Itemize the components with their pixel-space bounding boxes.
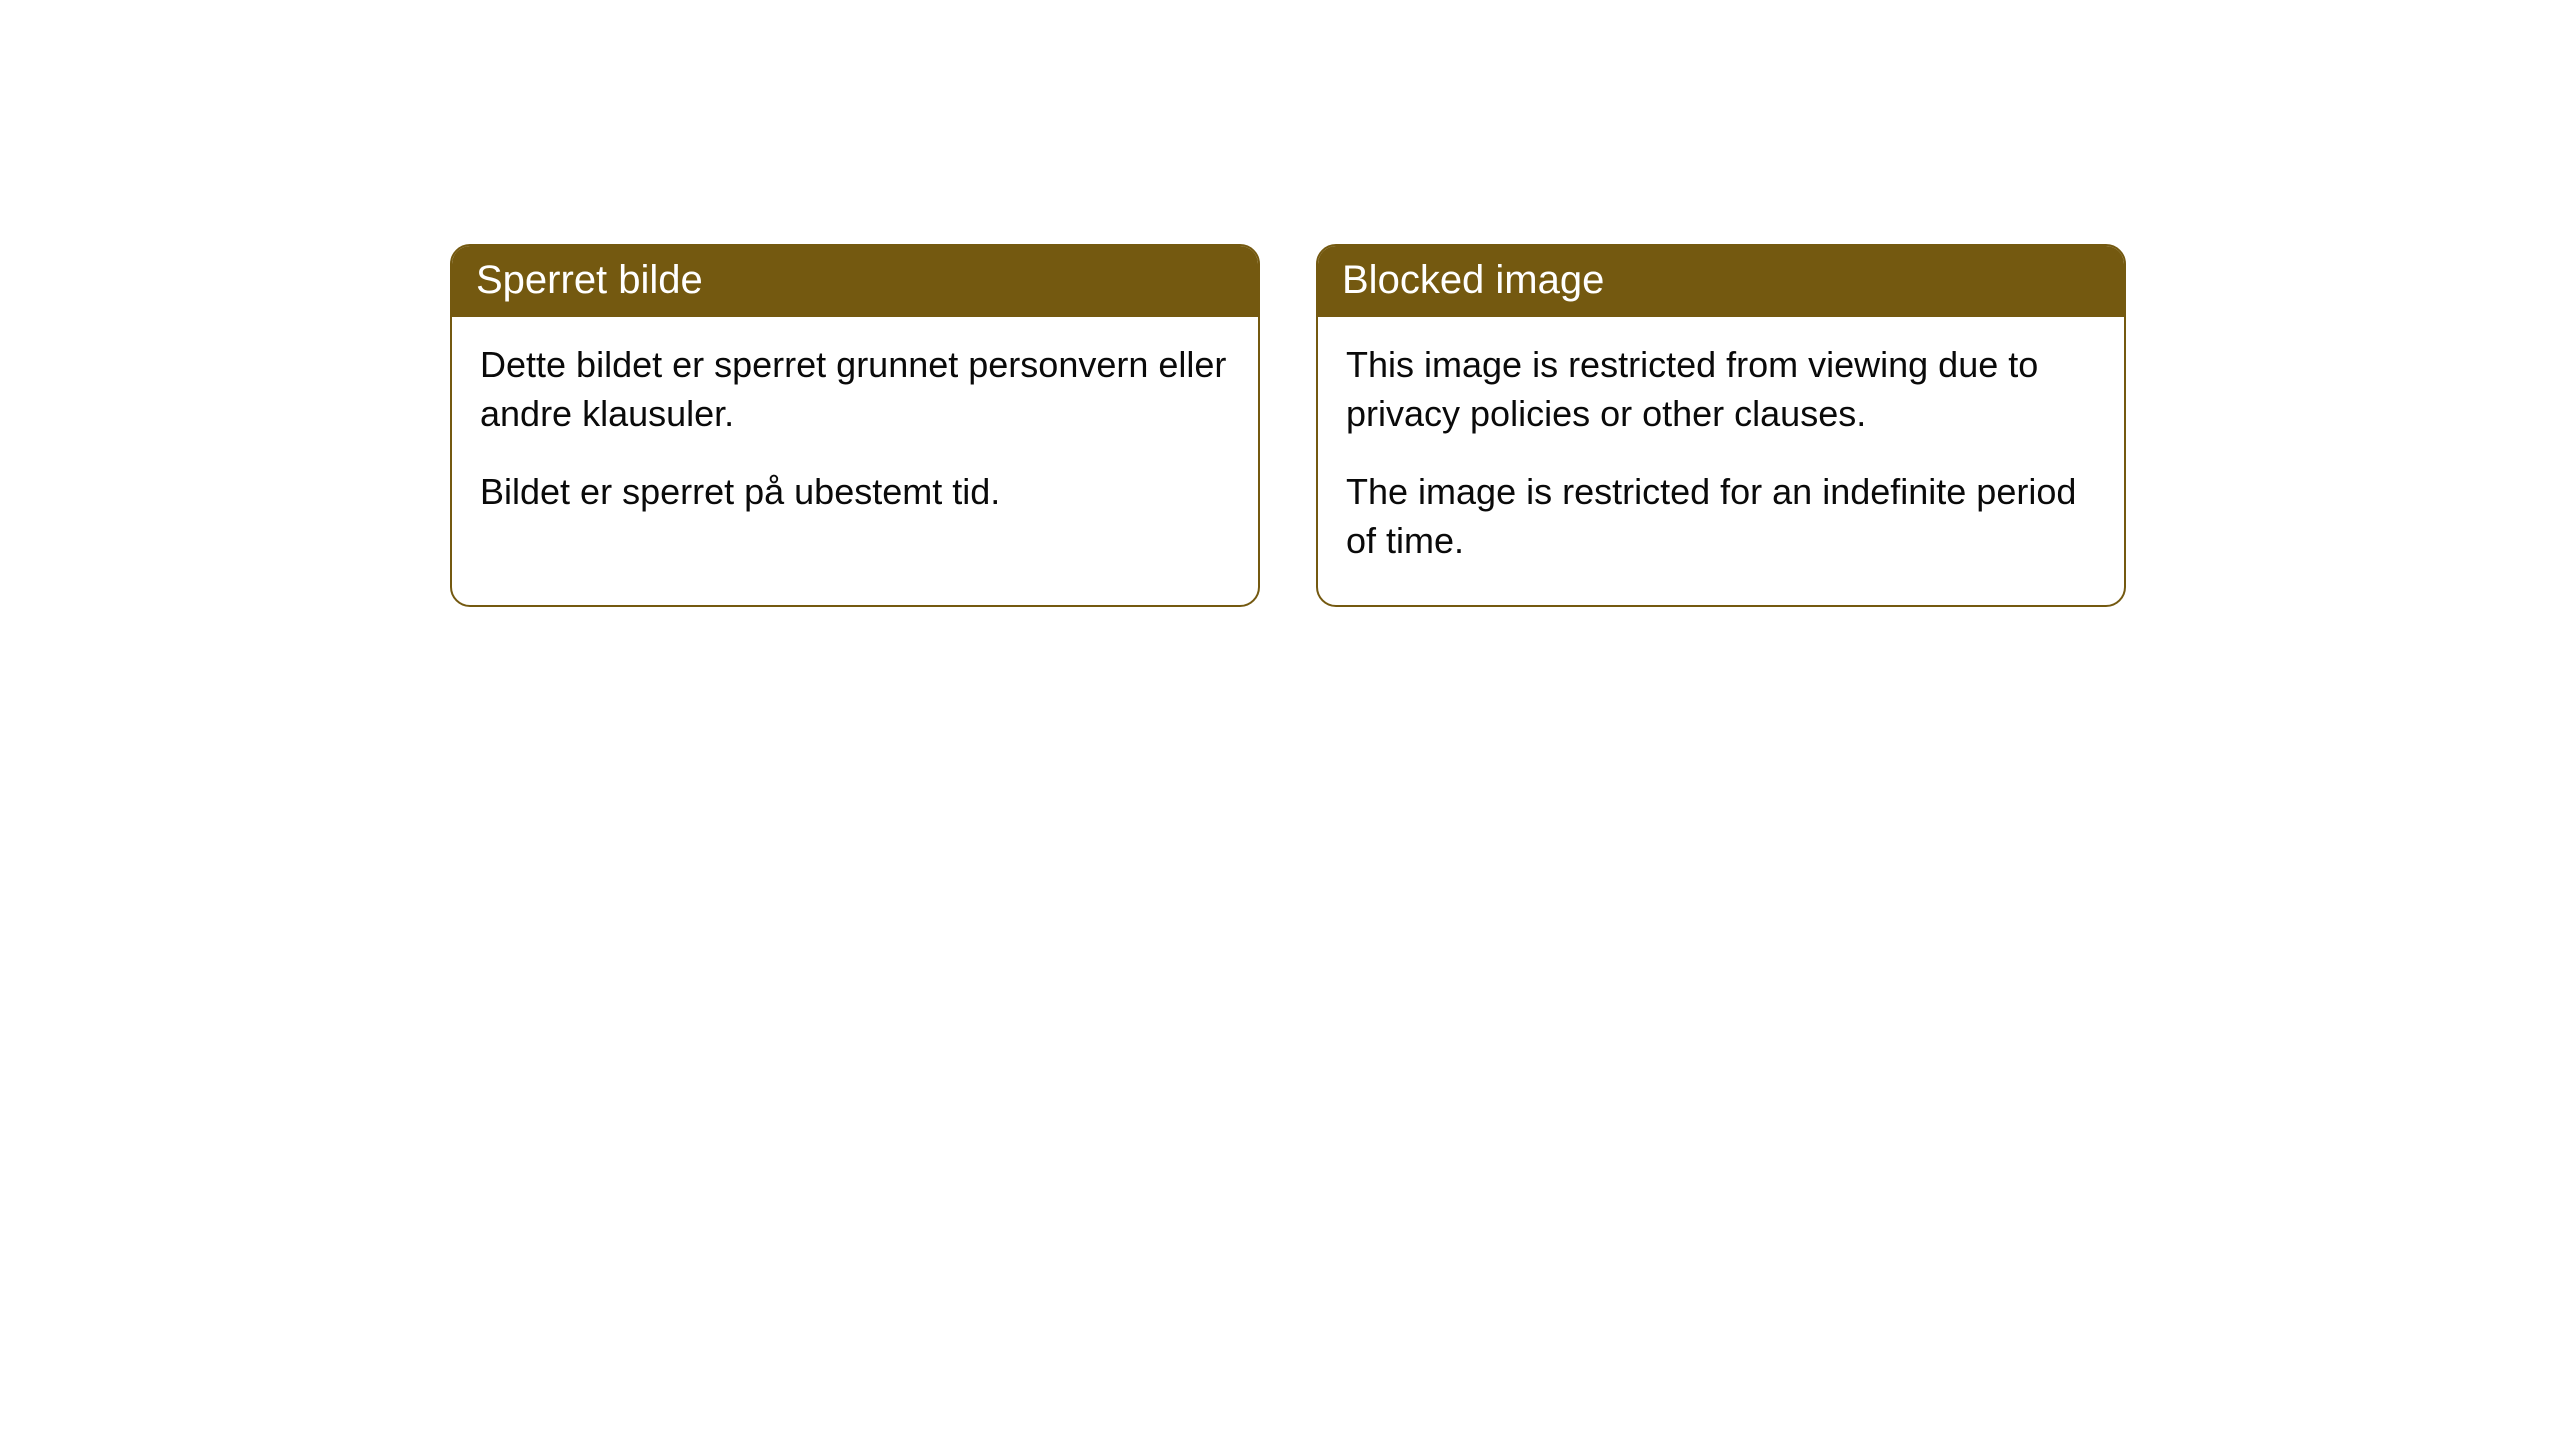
blocked-image-card-english: Blocked image This image is restricted f… (1316, 244, 2126, 607)
blocked-image-card-norwegian: Sperret bilde Dette bildet er sperret gr… (450, 244, 1260, 607)
card-paragraph-2: The image is restricted for an indefinit… (1346, 468, 2096, 565)
card-paragraph-1: Dette bildet er sperret grunnet personve… (480, 341, 1230, 438)
card-title: Blocked image (1318, 246, 2124, 317)
card-title: Sperret bilde (452, 246, 1258, 317)
card-body: This image is restricted from viewing du… (1318, 317, 2124, 605)
cards-container: Sperret bilde Dette bildet er sperret gr… (0, 0, 2560, 607)
card-body: Dette bildet er sperret grunnet personve… (452, 317, 1258, 557)
card-paragraph-2: Bildet er sperret på ubestemt tid. (480, 468, 1230, 517)
card-paragraph-1: This image is restricted from viewing du… (1346, 341, 2096, 438)
